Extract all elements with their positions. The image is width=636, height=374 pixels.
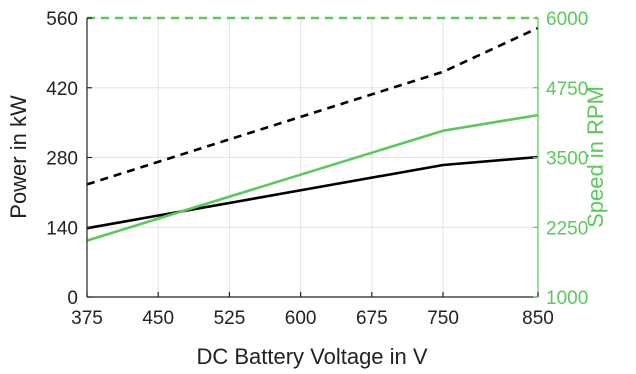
left-y-tick-label-4: 560 bbox=[46, 9, 78, 30]
series-lines bbox=[86, 16, 539, 242]
right-y-tick-label-4: 6000 bbox=[546, 9, 588, 30]
x-tick-label-5: 750 bbox=[427, 308, 459, 329]
left-y-tick-label-1: 140 bbox=[46, 218, 78, 239]
tick-labels: 375 450 525 600 675 750 850 0 140 280 420 560 1000 22… bbox=[46, 9, 588, 329]
left-y-tick-label-3: 420 bbox=[46, 79, 78, 100]
series-line-2 bbox=[86, 113, 539, 242]
axes bbox=[86, 17, 539, 298]
x-tick-label-6: 850 bbox=[522, 308, 554, 329]
right-y-tick-label-2: 3500 bbox=[546, 149, 588, 170]
right-y-tick-label-1: 2250 bbox=[546, 218, 588, 239]
right-y-tick-label-0: 1000 bbox=[546, 288, 588, 309]
series-line-0 bbox=[86, 155, 539, 230]
left-y-axis-title: Power in kW bbox=[6, 95, 31, 219]
series-line-1 bbox=[86, 26, 539, 186]
x-axis-title: DC Battery Voltage in V bbox=[196, 344, 427, 369]
left-y-tick-label-2: 280 bbox=[46, 149, 78, 170]
right-y-axis-title: Speed in RPM bbox=[583, 86, 608, 228]
grid bbox=[86, 17, 539, 298]
x-tick-label-3: 600 bbox=[285, 308, 317, 329]
x-tick-label-0: 375 bbox=[71, 308, 103, 329]
x-tick-label-2: 525 bbox=[214, 308, 246, 329]
left-y-tick-label-0: 0 bbox=[67, 288, 78, 309]
right-y-tick-label-3: 4750 bbox=[546, 79, 588, 100]
x-tick-label-1: 450 bbox=[142, 308, 174, 329]
x-tick-label-4: 675 bbox=[356, 308, 388, 329]
